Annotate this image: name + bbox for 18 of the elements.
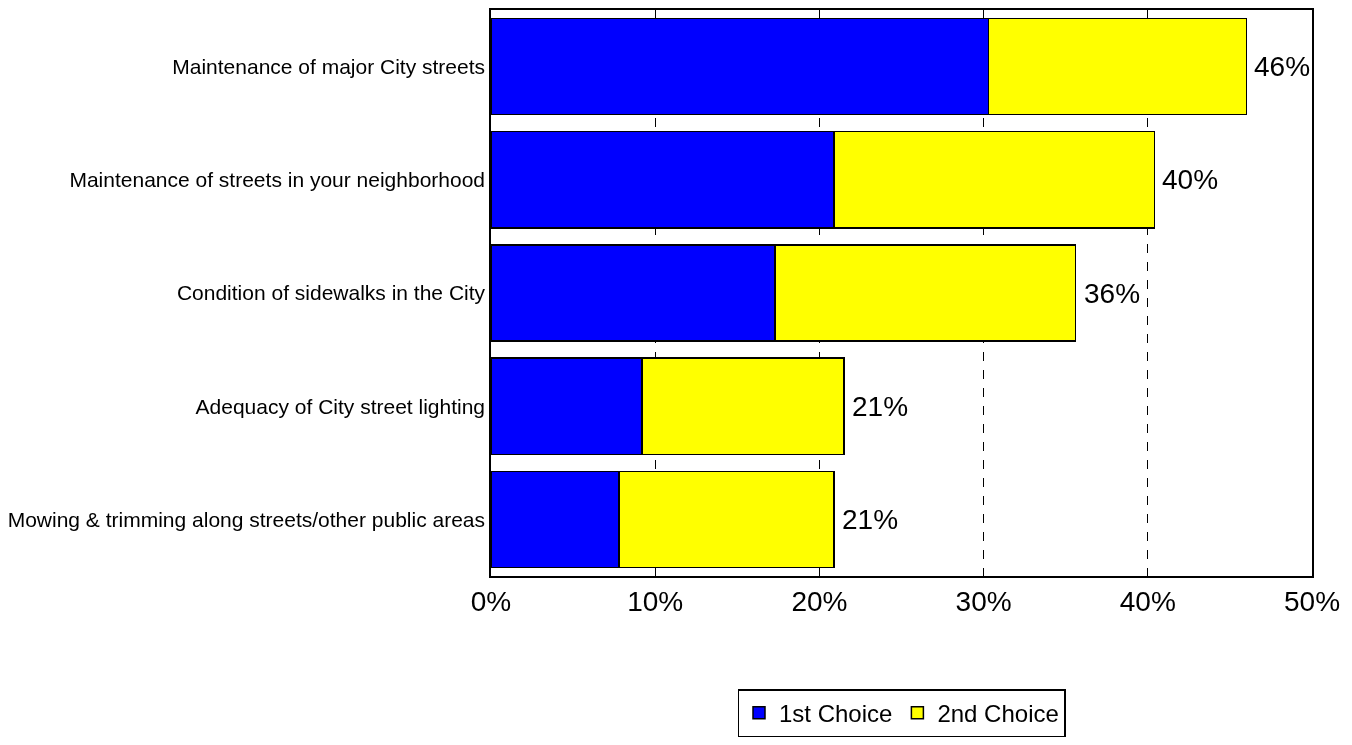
x-tick-label: 50% [1283,586,1341,618]
y-tick-label: Maintenance of streets in your neighborhood [69,168,486,192]
x-tick-label: 10% [627,586,684,618]
total-label: 40% [1162,164,1219,195]
y-tick-label: Mowing & trimming along streets/other public areas [7,507,486,531]
legend-label: 2nd Choice [937,700,1059,728]
x-tick-label: 20% [791,586,848,618]
x-tick-label: 30% [955,586,1012,618]
total-label: 21% [852,391,909,422]
y-tick-label: Maintenance of major City streets [172,54,486,78]
x-tick-label: 0% [470,586,512,618]
y-tick-label: Condition of sidewalks in the City [176,281,486,305]
x-tick-label: 40% [1119,586,1176,618]
y-tick-label: Adequacy of City street lighting [195,394,486,418]
legend-label: 1st Choice [779,700,893,728]
total-label: 46% [1254,51,1311,82]
total-label: 36% [1084,278,1141,309]
total-label: 21% [842,504,899,535]
